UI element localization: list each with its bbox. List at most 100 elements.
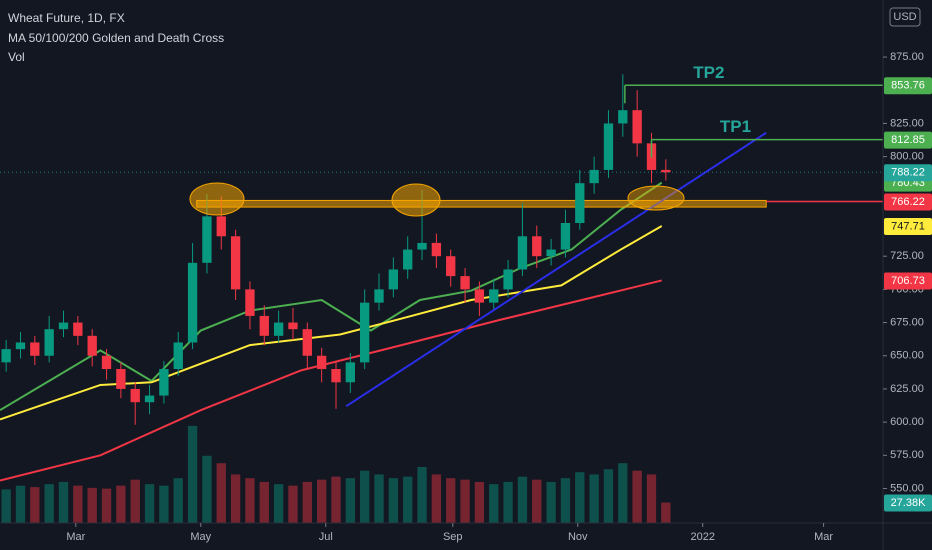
- candle-body: [589, 169, 599, 184]
- moving-average: [0, 181, 663, 412]
- candle-body: [316, 355, 327, 370]
- candle-body: [273, 322, 284, 336]
- candle-body: [431, 242, 442, 257]
- target-label: TP2: [693, 63, 724, 82]
- candle-body: [259, 315, 269, 336]
- volume-bar: [646, 474, 657, 523]
- moving-average: [0, 225, 663, 421]
- candle-body: [446, 256, 456, 277]
- candle-body: [618, 110, 628, 124]
- volume-bar: [202, 455, 212, 523]
- candle-body: [159, 369, 169, 396]
- volume-tag-label: 27.38K: [891, 497, 927, 509]
- y-tick-label: 875.00: [890, 51, 924, 63]
- volume-bar: [446, 478, 456, 523]
- volume-bar: [73, 485, 83, 523]
- y-tick-label: 825.00: [890, 117, 924, 129]
- plot-area: [0, 74, 883, 523]
- volume-bar: [1, 489, 11, 523]
- candle-body: [474, 289, 485, 303]
- candle-body: [187, 262, 198, 343]
- candle-body: [503, 269, 513, 290]
- volume-bar: [173, 478, 183, 523]
- volume-bar: [58, 481, 69, 523]
- volume-bar: [302, 481, 312, 523]
- candle-body: [202, 216, 212, 263]
- volume-bar: [30, 487, 40, 523]
- price-tag: [884, 77, 932, 95]
- volume-bar: [130, 479, 140, 523]
- volume-bar: [618, 463, 628, 523]
- candle-body: [15, 342, 26, 350]
- volume-bar: [87, 487, 97, 523]
- volume-bar: [331, 476, 341, 523]
- candle-body: [288, 322, 298, 330]
- volume-bar: [44, 484, 54, 523]
- candle-body: [87, 335, 97, 356]
- volume-bar: [144, 484, 155, 523]
- volume-bar: [474, 481, 485, 523]
- x-tick-label: Mar: [814, 531, 833, 543]
- candle-body: [403, 249, 413, 270]
- candle-body: [546, 249, 556, 257]
- y-tick-label: 650.00: [890, 350, 924, 362]
- candle-body: [144, 395, 155, 403]
- currency[interactable]: USD: [893, 11, 916, 23]
- price-tag-label: 706.73: [891, 275, 925, 287]
- volume-bar: [360, 470, 370, 523]
- highlight-ellipse: [189, 182, 245, 216]
- x-tick-label: Mar: [66, 531, 85, 543]
- indicator-title: MA 50/100/200 Golden and Death Cross: [8, 31, 224, 45]
- candle-body: [116, 369, 126, 389]
- volume-bar: [532, 479, 542, 523]
- volume-bar: [345, 478, 355, 523]
- volume-bar: [403, 476, 413, 523]
- y-tick-label: 725.00: [890, 250, 924, 262]
- volume-bar: [546, 481, 556, 523]
- trend-line: [345, 131, 767, 408]
- volume-bar: [245, 478, 255, 523]
- price-tag-label: 747.71: [891, 220, 925, 232]
- y-tick-label: 600.00: [890, 416, 924, 428]
- x-tick-label: May: [190, 531, 211, 543]
- volume-bar: [374, 474, 384, 523]
- y-tick-label: 550.00: [890, 482, 924, 494]
- volume-bar: [216, 463, 226, 523]
- candle-body: [245, 289, 255, 316]
- volume-bar: [230, 474, 241, 523]
- volume-bar: [575, 472, 585, 523]
- volume-bar: [316, 479, 327, 523]
- y-tick-label: 575.00: [890, 449, 924, 461]
- price-tag: [884, 131, 932, 149]
- candle-body: [417, 242, 427, 250]
- volume-bar: [116, 485, 126, 523]
- volume-bar: [632, 470, 642, 523]
- volume-bar: [259, 481, 269, 523]
- volume-bar: [517, 476, 528, 523]
- currency-badge[interactable]: [889, 7, 921, 27]
- price-tag: [884, 193, 932, 211]
- price-tag: [884, 164, 932, 182]
- x-tick-label: Sep: [443, 531, 463, 543]
- volume-bar: [159, 485, 169, 523]
- price-tag-label: 853.76: [891, 80, 925, 92]
- volume-bar: [288, 485, 298, 523]
- price-tag: [884, 218, 932, 236]
- candle-body: [331, 369, 341, 383]
- candle-body: [460, 276, 470, 290]
- highlight-ellipse: [627, 185, 685, 211]
- y-tick-label: 625.00: [890, 383, 924, 395]
- candle-body: [360, 302, 370, 363]
- price-tag: [884, 272, 932, 290]
- candle-body: [661, 169, 671, 173]
- x-tick-label: Nov: [568, 531, 588, 543]
- candle-body: [130, 388, 140, 403]
- chart-title: Wheat Future, 1D, FX: [8, 11, 125, 25]
- candle-body: [388, 269, 399, 290]
- highlight-ellipse: [391, 183, 441, 217]
- candle-body: [73, 322, 83, 336]
- candle-body: [575, 183, 585, 224]
- volume-bar: [661, 502, 671, 523]
